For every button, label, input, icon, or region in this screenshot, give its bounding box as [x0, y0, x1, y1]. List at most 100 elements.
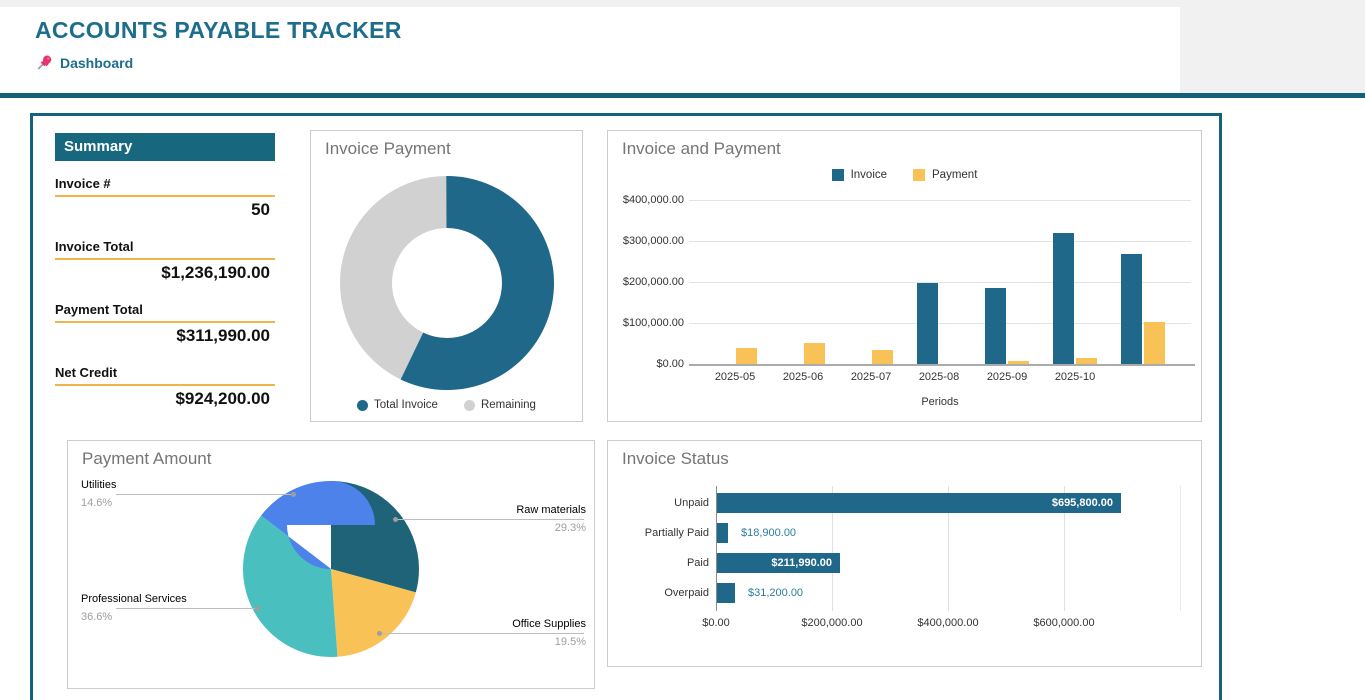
payment-bar[interactable]	[736, 348, 757, 364]
summary-field-value: $311,990.00	[176, 326, 270, 345]
gridline	[689, 323, 1191, 324]
invoice-and-payment-panel: Invoice and Payment Invoice Payment $400,…	[607, 130, 1202, 422]
payment-bar[interactable]	[1008, 361, 1029, 364]
pie-slice-utilities[interactable]	[243, 481, 419, 657]
pie-label-professional-services: Professional Services	[81, 593, 187, 605]
pushpin-icon	[37, 55, 52, 70]
callout-line-utilities	[116, 494, 293, 495]
y-axis-tick-label: $100,000.00	[622, 317, 684, 329]
top-gray-strip	[0, 0, 1365, 7]
gridline	[1180, 486, 1181, 611]
summary-field-value: $1,236,190.00	[161, 263, 270, 282]
pie-label-utilities: Utilities	[81, 479, 117, 491]
x-axis-tick-label: 2025-09	[986, 371, 1028, 383]
invoice-bar[interactable]	[985, 288, 1006, 364]
callout-dot-office-supplies	[377, 631, 382, 636]
category-label: Partially Paid	[644, 527, 709, 539]
summary-panel: Summary Invoice # 50 Invoice Total $1,236,1…	[55, 133, 275, 408]
payment-amount-pie-chart	[243, 481, 419, 657]
summary-field-label: Payment Total	[55, 302, 143, 317]
summary-title: Summary	[55, 133, 275, 161]
summary-field-label: Invoice Total	[55, 239, 134, 254]
summary-gold-rule	[55, 195, 275, 197]
summary-field: Invoice # 50	[55, 176, 275, 220]
x-axis-tick-label: 2025-07	[850, 371, 892, 383]
header-divider	[0, 93, 1365, 98]
summary-gold-rule	[55, 321, 275, 323]
summary-field-value: 50	[251, 200, 270, 219]
invoice-and-payment-title: Invoice and Payment	[622, 139, 781, 158]
donut-total-invoice-arc[interactable]	[340, 176, 554, 390]
legend-label: Remaining	[480, 399, 536, 411]
payment-bar[interactable]	[872, 350, 893, 364]
category-label: Unpaid	[674, 497, 709, 509]
legend-label: Total Invoice	[374, 399, 438, 411]
legend-label: Payment	[932, 169, 978, 181]
status-bar-paid[interactable]	[717, 553, 840, 573]
x-axis-tick-label: $600,000.00	[1033, 617, 1095, 629]
bar-value-label: $18,900.00	[741, 527, 797, 539]
invoice-payment-title: Invoice Payment	[325, 139, 451, 158]
payment-bar[interactable]	[804, 343, 825, 364]
legend-swatch	[831, 169, 844, 181]
payment-bar[interactable]	[1144, 322, 1165, 364]
page-title: ACCOUNTS PAYABLE TRACKER	[35, 17, 402, 43]
legend-label: Invoice	[850, 169, 888, 181]
pie-label-raw-materials: Raw materials	[516, 504, 586, 516]
category-label: Paid	[686, 557, 709, 569]
legend-item: Invoice	[831, 169, 888, 181]
bar-value-label: $211,990.00	[771, 557, 832, 569]
legend-item: Total Invoice	[357, 399, 438, 411]
callout-dot-professional-services	[255, 606, 260, 611]
summary-gold-rule	[55, 384, 275, 386]
payment-bar[interactable]	[1076, 358, 1097, 364]
pie-pct-professional-services: 36.6%	[81, 611, 113, 623]
summary-field: Invoice Total $1,236,190.00	[55, 239, 275, 283]
summary-field-label: Net Credit	[55, 365, 118, 380]
gridline	[689, 200, 1191, 201]
payment-amount-title: Payment Amount	[82, 449, 212, 468]
callout-line-professional-services	[116, 608, 257, 609]
gridline	[832, 486, 833, 611]
invoice-bar[interactable]	[1121, 254, 1142, 364]
gridline	[689, 241, 1191, 242]
pie-pct-office-supplies: 19.5%	[554, 636, 586, 648]
x-axis-tick-label: 2025-10	[1054, 371, 1096, 383]
pie-pct-utilities: 14.6%	[81, 497, 113, 509]
y-axis-tick-label: $0.00	[656, 358, 684, 370]
pie-pct-raw-materials: 29.3%	[554, 522, 586, 534]
invoice-bar[interactable]	[1053, 233, 1074, 364]
gridline	[716, 486, 717, 611]
category-label: Overpaid	[664, 587, 709, 599]
x-axis-title: Periods	[921, 396, 959, 408]
status-bar-partially-paid[interactable]	[717, 523, 728, 543]
invoice-bar[interactable]	[917, 283, 938, 364]
dashboard-nav: Dashboard	[36, 54, 133, 71]
callout-dot-raw-materials	[393, 517, 398, 522]
payment-amount-panel: Payment Amount Utilities 14.6% Raw mater…	[67, 440, 595, 689]
y-axis-tick-label: $400,000.00	[622, 194, 684, 206]
summary-field-label: Invoice #	[55, 176, 111, 191]
invoice-status-panel: Invoice Status $0.00 $200,000.00 $400,000.…	[607, 440, 1202, 667]
callout-dot-utilities	[291, 492, 296, 497]
summary-gold-rule	[55, 258, 275, 260]
status-bar-unpaid[interactable]	[717, 493, 1121, 513]
gridline	[948, 486, 949, 611]
summary-field: Net Credit $924,200.00	[55, 365, 275, 409]
gridline	[689, 282, 1191, 283]
status-bar-overpaid[interactable]	[717, 583, 735, 603]
legend-dot	[357, 399, 369, 411]
invoice-status-title: Invoice Status	[622, 449, 729, 468]
bar-value-label: $31,200.00	[748, 587, 804, 599]
pie-slice-professional-services[interactable]	[243, 481, 419, 657]
pie-label-office-supplies: Office Supplies	[512, 618, 586, 630]
top-right-gray-area	[1180, 0, 1365, 93]
x-axis-tick-label: 2025-05	[714, 371, 756, 383]
invoice-payment-panel: Invoice Payment Total Invoice Remaining	[310, 130, 583, 422]
bar-value-label: $695,800.00	[1051, 497, 1113, 509]
invoice-payment-donut-chart	[340, 176, 554, 390]
dashboard-link[interactable]: Dashboard	[60, 54, 134, 71]
x-axis-tick-label: $400,000.00	[917, 617, 979, 629]
summary-field: Payment Total $311,990.00	[55, 302, 275, 346]
